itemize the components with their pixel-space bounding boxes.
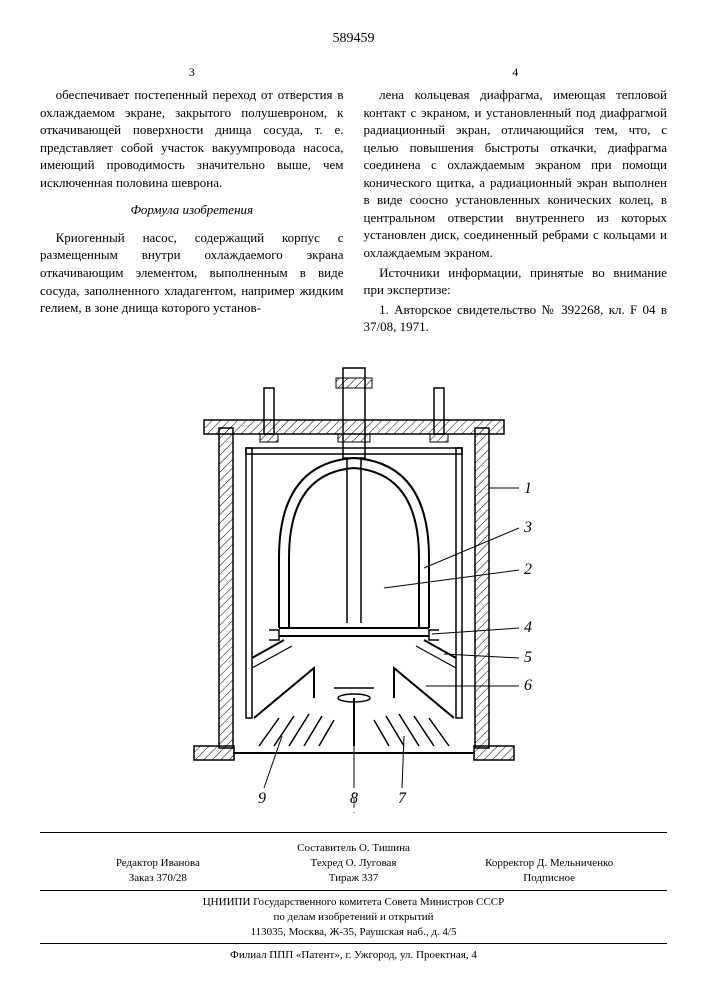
col-num-right: 4 (364, 64, 668, 80)
svg-text:8: 8 (350, 790, 358, 807)
diagram: 1 3 2 4 5 6 7 8 9 (40, 358, 667, 823)
right-column: 4 лена кольцевая диафрагма, имеющая тепл… (364, 64, 668, 338)
patent-number: 589459 (40, 30, 667, 49)
footer-block: ЦНИИПИ Государственного комитета Совета … (40, 895, 667, 963)
left-p1: обеспечивает постепенный переход от отве… (40, 86, 344, 191)
footer-l1: ЦНИИПИ Государственного комитета Совета … (40, 895, 667, 910)
text-columns: 3 обеспечивает постепенный переход от от… (40, 64, 667, 338)
svg-text:1: 1 (524, 480, 532, 497)
svg-text:4: 4 (524, 619, 532, 636)
credits-block: Составитель О. Тишина Редактор Иванова Т… (40, 841, 667, 886)
techred: Техред О. Луговая (256, 856, 452, 871)
left-p2: Криогенный насос, содержащий корпус с ра… (40, 229, 344, 317)
footer-l4: Филиал ППП «Патент», г. Ужгород, ул. Про… (40, 948, 667, 963)
composer: Составитель О. Тишина (256, 841, 452, 856)
tirazh: Тираж 337 (256, 871, 452, 886)
order: Заказ 370/28 (60, 871, 256, 886)
right-p3: 1. Авторское свидетельство № 392268, кл.… (364, 301, 668, 336)
footer-l3: 113035, Москва, Ж-35, Раушская наб., д. … (40, 925, 667, 940)
rule-2 (40, 890, 667, 891)
svg-text:5: 5 (524, 649, 532, 666)
corrector: Корректор Д. Мельниченко (451, 856, 647, 871)
rule-1 (40, 832, 667, 833)
svg-text:3: 3 (523, 519, 532, 536)
left-column: 3 обеспечивает постепенный переход от от… (40, 64, 344, 338)
svg-text:2: 2 (524, 561, 532, 578)
col-num-left: 3 (40, 64, 344, 80)
footer-l2: по делам изобретений и открытий (40, 910, 667, 925)
svg-text:9: 9 (258, 790, 266, 807)
editor: Редактор Иванова (60, 856, 256, 871)
cryopump-diagram: 1 3 2 4 5 6 7 8 9 (164, 358, 544, 818)
right-p1: лена кольцевая диафрагма, имеющая теплов… (364, 86, 668, 261)
svg-text:6: 6 (524, 677, 532, 694)
svg-text:7: 7 (398, 790, 407, 807)
right-p2: Источники информации, принятые во вниман… (364, 264, 668, 299)
formula-title: Формула изобретения (40, 201, 344, 219)
subscription: Подписное (451, 871, 647, 886)
